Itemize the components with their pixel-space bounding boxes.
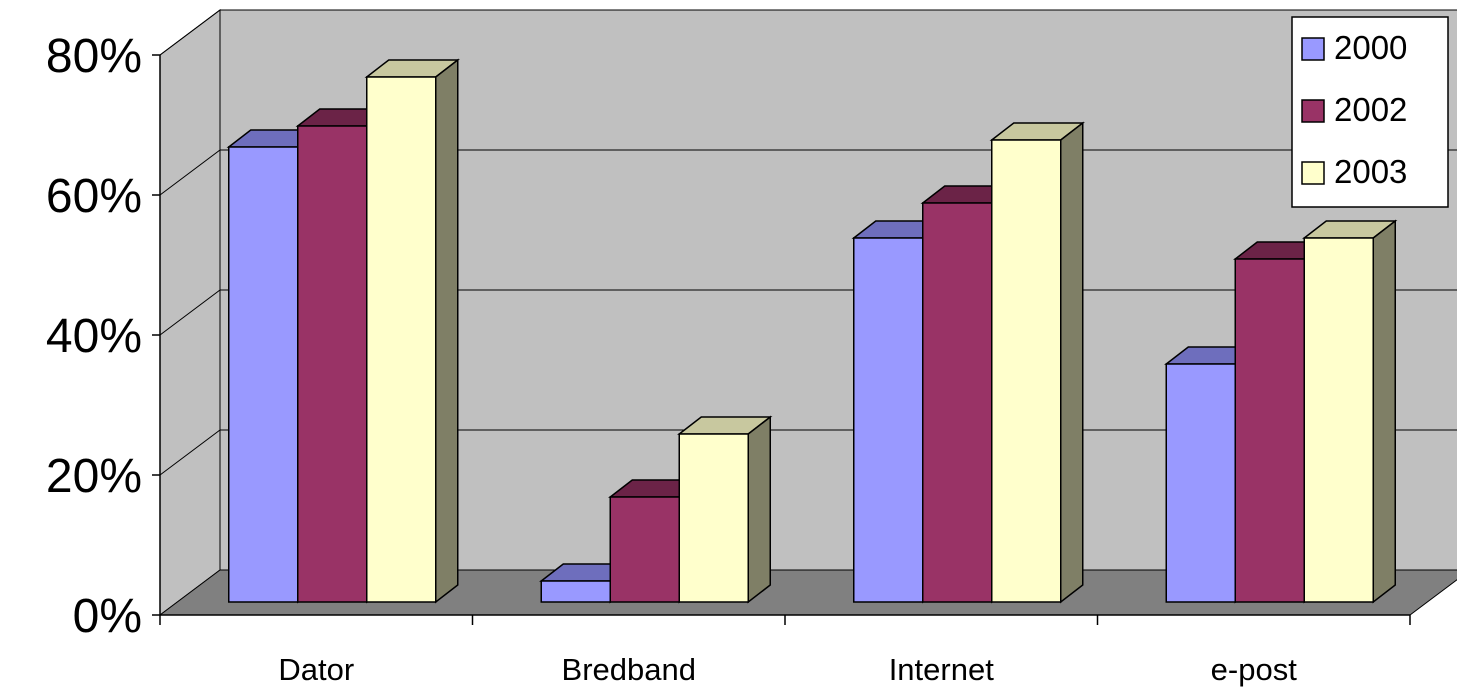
x-tick-label: e-post [1211, 652, 1298, 687]
y-axis-ticks: 0% 20% 40% 60% 80% [46, 30, 160, 643]
bar-front [609, 496, 680, 603]
y-tick-label: 80% [46, 30, 142, 83]
bar [677, 415, 773, 604]
bar-side [747, 415, 771, 604]
bar-front [1303, 237, 1374, 603]
legend-label: 2000 [1334, 29, 1407, 66]
bar-front [366, 76, 437, 603]
bar-side [435, 58, 459, 604]
legend-swatch [1301, 161, 1325, 185]
y-tick-label: 40% [46, 310, 142, 363]
gridline [159, 9, 1457, 56]
bar-front [678, 433, 749, 603]
bar-front [228, 146, 299, 603]
bar-side [1060, 121, 1084, 604]
x-tick-label: Internet [889, 652, 995, 687]
bars [226, 58, 1398, 604]
bar [989, 121, 1085, 604]
legend-label: 2002 [1334, 91, 1407, 128]
bar-front [991, 139, 1062, 603]
bar-front [297, 125, 368, 603]
y-tick-label: 20% [46, 450, 142, 503]
bar-front [540, 580, 611, 603]
bar-side [1372, 219, 1396, 604]
x-tick-label: Dator [278, 652, 354, 687]
bar-front [853, 237, 924, 603]
legend-label: 2003 [1334, 153, 1407, 190]
bar-front [1234, 258, 1305, 603]
y-tick-label: 60% [46, 170, 142, 223]
legend-swatch [1301, 37, 1325, 61]
x-tick-label: Bredband [562, 652, 696, 687]
bar [1302, 219, 1398, 604]
x-axis-labels: Dator Bredband Internet e-post [159, 615, 1411, 687]
y-tick-label: 0% [73, 590, 142, 643]
legend: 2000 2002 2003 [1291, 16, 1449, 208]
legend-swatch [1301, 99, 1325, 123]
bar-front [1165, 363, 1236, 603]
bar [364, 58, 460, 604]
bar-front [922, 202, 993, 603]
